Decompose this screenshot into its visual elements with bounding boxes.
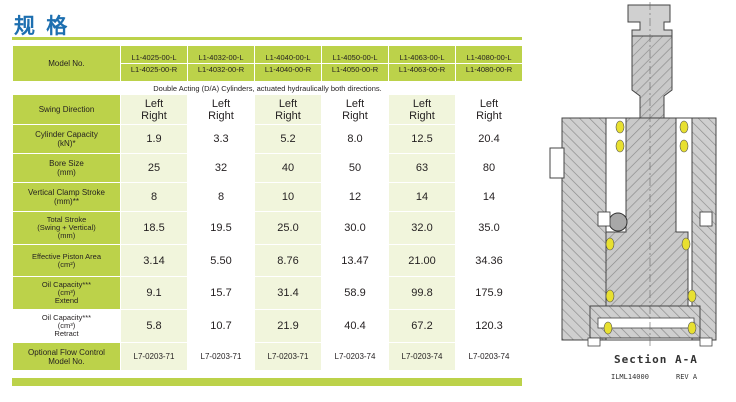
swing-cell: Left Right [254, 94, 322, 125]
page-title: 规 格 [14, 14, 70, 38]
area-value: 13.47 [321, 244, 389, 277]
cylinder-section-drawing [549, 2, 717, 348]
bottom-rule [12, 378, 522, 386]
swing-cell: Left Right [455, 94, 523, 125]
stroke-value: 12 [321, 182, 389, 212]
note-row: Double Acting (D/A) Cylinders, actuated … [12, 81, 523, 95]
bore-row: Bore Size (mm) 25 32 40 50 63 80 [12, 153, 523, 183]
capacity-value: 1.9 [120, 124, 188, 154]
total-stroke-value: 30.0 [321, 211, 389, 245]
oil-retract-label: Oil Capacity*** (cm³) Retract [12, 309, 121, 343]
swing-cell: Left Right [321, 94, 389, 125]
total-stroke-value: 35.0 [455, 211, 523, 245]
area-row: Effective Piston Area (cm²) 3.14 5.50 8.7… [12, 244, 523, 277]
oil-retract-value: 120.3 [455, 309, 523, 343]
oil-extend-value: 58.9 [321, 276, 389, 310]
stroke-value: 14 [388, 182, 456, 212]
capacity-row: Cylinder Capacity (kN)* 1.9 3.3 5.2 8.0 1… [12, 124, 523, 154]
bore-value: 25 [120, 153, 188, 183]
oil-extend-value: 99.8 [388, 276, 456, 310]
capacity-value: 8.0 [321, 124, 389, 154]
capacity-label: Cylinder Capacity (kN)* [12, 124, 121, 154]
oil-retract-value: 5.8 [120, 309, 188, 343]
flow-control-label: Optional Flow Control Model No. [12, 342, 121, 371]
oil-retract-value: 40.4 [321, 309, 389, 343]
bore-value: 50 [321, 153, 389, 183]
area-value: 5.50 [187, 244, 255, 277]
model-label: Model No. [12, 45, 121, 82]
model-row: Model No. L1-4025-00-L L1-4025-00-R L1-40… [12, 45, 523, 82]
swing-cell: Left Right [120, 94, 188, 125]
drawing-revision: REV A [676, 373, 698, 381]
flow-control-value: L7-0203-71 [254, 342, 322, 371]
area-value: 8.76 [254, 244, 322, 277]
swing-label: Swing Direction [12, 94, 121, 125]
stroke-value: 8 [120, 182, 188, 212]
oil-extend-value: 9.1 [120, 276, 188, 310]
oil-extend-value: 31.4 [254, 276, 322, 310]
model-cell: L1-4032-00-L L1-4032-00-R [187, 45, 255, 82]
bore-value: 80 [455, 153, 523, 183]
capacity-value: 3.3 [187, 124, 255, 154]
capacity-value: 20.4 [455, 124, 523, 154]
stroke-value: 14 [455, 182, 523, 212]
total-stroke-value: 25.0 [254, 211, 322, 245]
total-stroke-value: 32.0 [388, 211, 456, 245]
oil-retract-value: 21.9 [254, 309, 322, 343]
note-text: Double Acting (D/A) Cylinders, actuated … [12, 81, 523, 95]
spec-table: Model No. L1-4025-00-L L1-4025-00-R L1-40… [12, 45, 523, 371]
area-label: Effective Piston Area (cm²) [12, 244, 121, 277]
oil-retract-value: 10.7 [187, 309, 255, 343]
bore-value: 40 [254, 153, 322, 183]
flow-control-value: L7-0203-74 [388, 342, 456, 371]
total-stroke-value: 19.5 [187, 211, 255, 245]
flow-control-row: Optional Flow Control Model No. L7-0203-7… [12, 342, 523, 371]
area-value: 3.14 [120, 244, 188, 277]
capacity-value: 5.2 [254, 124, 322, 154]
stroke-row: Vertical Clamp Stroke (mm)** 8 8 10 12 14… [12, 182, 523, 212]
total-stroke-label: Total Stroke (Swing + Vertical) (mm) [12, 211, 121, 245]
stroke-value: 10 [254, 182, 322, 212]
bore-value: 32 [187, 153, 255, 183]
area-value: 34.36 [455, 244, 523, 277]
flow-control-value: L7-0203-74 [321, 342, 389, 371]
model-cell: L1-4050-00-L L1-4050-00-R [321, 45, 389, 82]
model-cell: L1-4063-00-L L1-4063-00-R [388, 45, 456, 82]
swing-cell: Left Right [187, 94, 255, 125]
bore-label: Bore Size (mm) [12, 153, 121, 183]
flow-control-value: L7-0203-74 [455, 342, 523, 371]
title-rule [12, 37, 522, 40]
model-cell: L1-4080-00-L L1-4080-00-R [455, 45, 523, 82]
bore-value: 63 [388, 153, 456, 183]
section-caption: Section A-A [614, 353, 698, 366]
swing-row: Swing Direction Left Right Left Right Left… [12, 94, 523, 125]
flow-control-value: L7-0203-71 [120, 342, 188, 371]
oil-extend-value: 175.9 [455, 276, 523, 310]
stroke-value: 8 [187, 182, 255, 212]
oil-extend-label: Oil Capacity*** (cm³) Extend [12, 276, 121, 310]
flow-control-value: L7-0203-71 [187, 342, 255, 371]
oil-extend-row: Oil Capacity*** (cm³) Extend 9.1 15.7 31.4… [12, 276, 523, 310]
swing-cell: Left Right [388, 94, 456, 125]
oil-extend-value: 15.7 [187, 276, 255, 310]
oil-retract-row: Oil Capacity*** (cm³) Retract 5.8 10.7 21.… [12, 309, 523, 343]
model-cell: L1-4040-00-L L1-4040-00-R [254, 45, 322, 82]
drawing-reference: ILML14000 [611, 373, 649, 381]
stroke-label: Vertical Clamp Stroke (mm)** [12, 182, 121, 212]
area-value: 21.00 [388, 244, 456, 277]
total-stroke-row: Total Stroke (Swing + Vertical) (mm) 18.5 … [12, 211, 523, 245]
capacity-value: 12.5 [388, 124, 456, 154]
oil-retract-value: 67.2 [388, 309, 456, 343]
total-stroke-value: 18.5 [120, 211, 188, 245]
model-cell: L1-4025-00-L L1-4025-00-R [120, 45, 188, 82]
